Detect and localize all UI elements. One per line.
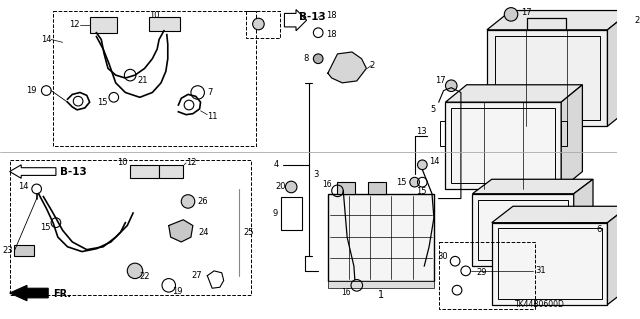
Polygon shape [10,285,48,301]
Text: 23: 23 [2,246,13,255]
Text: 16: 16 [341,288,351,297]
Text: 21: 21 [137,77,147,85]
Circle shape [253,18,264,30]
Text: 3: 3 [314,170,319,179]
Bar [478,199,568,260]
Polygon shape [487,11,632,30]
Text: 28: 28 [634,16,640,25]
Text: 24: 24 [198,228,209,237]
Text: 18: 18 [326,11,337,20]
Bar [328,280,434,288]
Circle shape [127,263,143,278]
Text: FR.: FR. [53,289,71,299]
Polygon shape [607,11,632,126]
Text: 12: 12 [70,20,80,29]
Text: 31: 31 [535,266,546,275]
Text: 26: 26 [198,197,208,206]
Text: 12: 12 [186,158,196,167]
Polygon shape [561,85,582,189]
Text: 11: 11 [207,112,218,121]
Bar [150,17,180,31]
Text: 6: 6 [596,225,601,234]
Circle shape [285,181,297,193]
Bar [561,122,567,145]
Bar [439,242,535,309]
Bar [495,36,600,121]
Bar [53,11,255,145]
Bar [337,182,355,194]
Bar [497,228,602,299]
Bar [280,197,302,230]
Text: 29: 29 [476,268,487,277]
Text: 8: 8 [303,54,308,63]
Text: 9: 9 [273,209,278,218]
Bar [130,165,159,178]
Text: 18: 18 [326,30,337,39]
Text: 4: 4 [273,160,278,169]
Text: 16: 16 [322,180,332,189]
Text: 17: 17 [435,77,445,85]
Polygon shape [573,179,593,266]
Text: B-13: B-13 [60,167,86,176]
Bar [369,182,386,194]
Circle shape [504,8,518,21]
Bar [159,165,183,178]
Polygon shape [284,10,307,31]
Text: 19: 19 [172,286,182,296]
Bar [487,30,607,126]
Bar [90,17,116,33]
Text: 15: 15 [97,98,108,107]
Polygon shape [472,179,593,194]
Text: 14: 14 [429,157,440,167]
Polygon shape [10,165,56,178]
Text: 22: 22 [140,272,150,281]
Bar [451,108,556,183]
Text: 15: 15 [396,178,407,187]
Text: 14: 14 [40,35,51,44]
Polygon shape [445,85,582,102]
Bar [472,194,573,266]
Text: 10: 10 [149,11,159,20]
Text: B-13: B-13 [299,12,326,22]
Text: 1: 1 [378,290,384,300]
Circle shape [445,80,457,92]
Text: 2: 2 [369,61,374,70]
Text: 7: 7 [207,88,212,97]
Text: 20: 20 [275,182,285,191]
Text: 15: 15 [417,187,427,196]
Bar [328,194,434,280]
Circle shape [314,54,323,63]
Bar [492,223,607,305]
Polygon shape [607,206,628,305]
Polygon shape [169,220,193,242]
Text: 13: 13 [417,127,427,136]
Text: 30: 30 [438,252,449,261]
Text: 15: 15 [40,223,50,232]
Polygon shape [492,206,628,223]
Text: 19: 19 [26,86,36,95]
Text: 17: 17 [521,8,531,17]
Text: 5: 5 [431,105,436,114]
Text: 10: 10 [116,158,127,167]
Circle shape [181,195,195,208]
Bar [10,160,251,295]
Text: 14: 14 [19,182,29,191]
Circle shape [417,160,427,170]
Bar [246,11,280,38]
Text: TK44B0600D: TK44B0600D [515,300,565,309]
Bar [440,122,445,145]
Polygon shape [328,52,367,83]
Text: 25: 25 [243,228,253,237]
Bar [15,245,34,256]
Circle shape [410,177,419,187]
Text: 27: 27 [192,271,202,280]
Bar [445,102,561,189]
